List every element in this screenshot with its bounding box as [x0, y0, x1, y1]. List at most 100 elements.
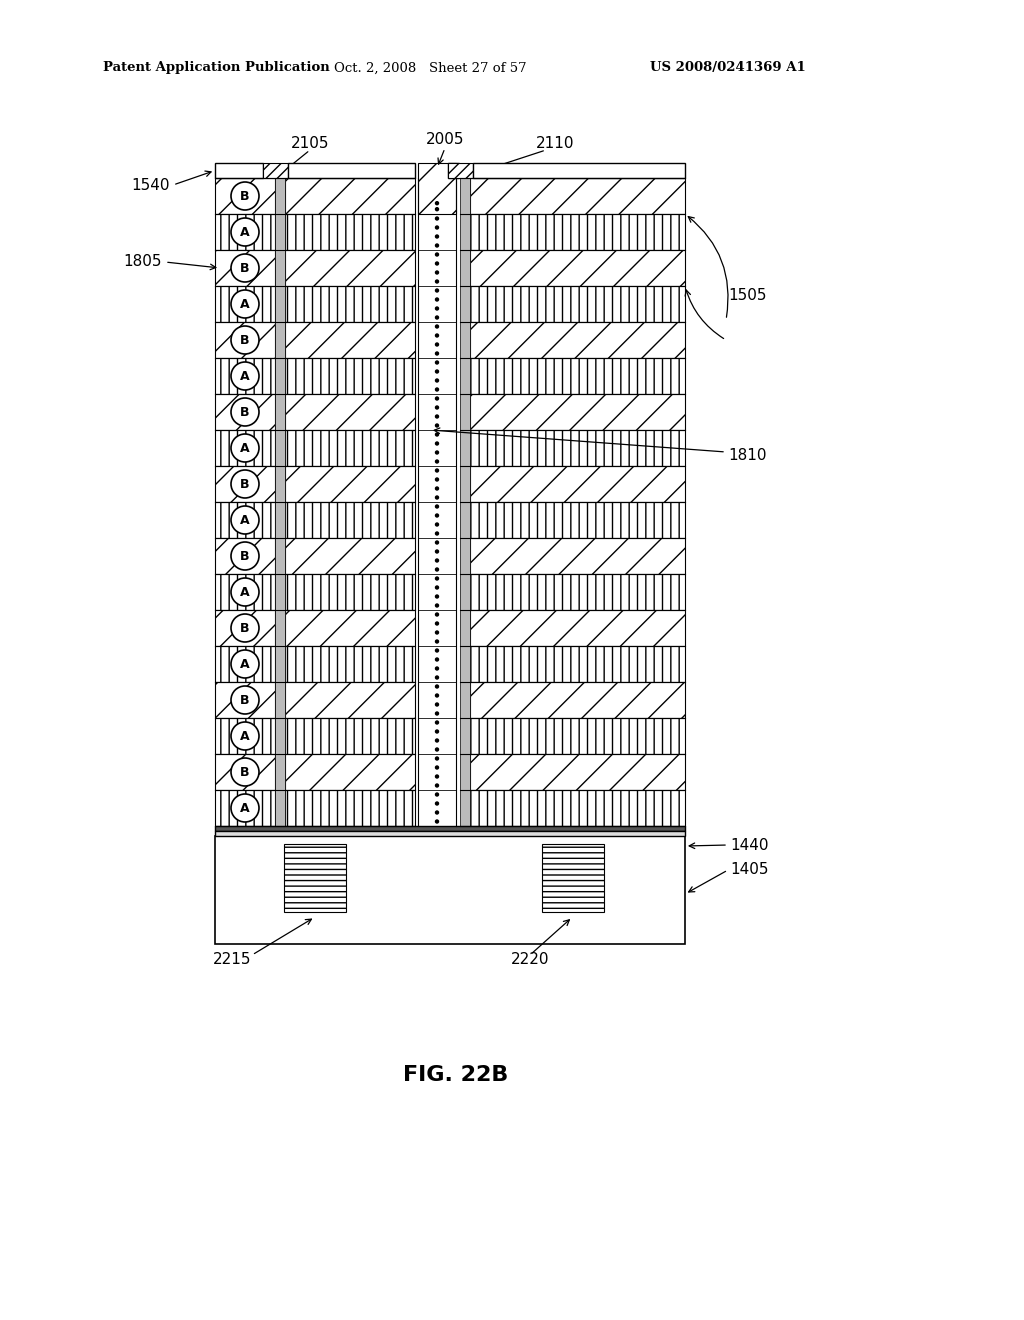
- Bar: [470, 214, 685, 249]
- Text: B: B: [241, 405, 250, 418]
- Bar: [275, 249, 285, 286]
- Bar: [470, 574, 685, 610]
- Circle shape: [435, 280, 439, 284]
- Bar: [275, 430, 285, 466]
- Circle shape: [435, 577, 439, 581]
- Bar: [460, 754, 470, 789]
- Bar: [285, 249, 415, 286]
- Circle shape: [435, 792, 439, 797]
- Bar: [460, 574, 470, 610]
- Text: A: A: [241, 801, 250, 814]
- Circle shape: [435, 630, 439, 635]
- Circle shape: [435, 469, 439, 473]
- Bar: [275, 754, 285, 789]
- Bar: [215, 214, 275, 249]
- Text: B: B: [241, 549, 250, 562]
- Text: B: B: [241, 478, 250, 491]
- Bar: [460, 178, 470, 214]
- Bar: [460, 718, 470, 754]
- Circle shape: [435, 315, 439, 319]
- Circle shape: [231, 758, 259, 785]
- Bar: [285, 214, 415, 249]
- Circle shape: [435, 639, 439, 644]
- Bar: [470, 178, 685, 214]
- Bar: [275, 574, 285, 610]
- Text: A: A: [241, 297, 250, 310]
- Bar: [285, 466, 415, 502]
- Circle shape: [435, 207, 439, 211]
- Circle shape: [435, 495, 439, 500]
- Circle shape: [435, 810, 439, 814]
- Bar: [460, 645, 470, 682]
- Circle shape: [435, 540, 439, 545]
- Bar: [460, 322, 470, 358]
- Bar: [418, 682, 456, 718]
- Circle shape: [231, 686, 259, 714]
- Circle shape: [435, 801, 439, 805]
- Bar: [470, 466, 685, 502]
- Circle shape: [435, 370, 439, 374]
- Bar: [418, 718, 456, 754]
- Bar: [285, 645, 415, 682]
- Text: 2220: 2220: [511, 953, 549, 968]
- Bar: [215, 502, 275, 539]
- Text: A: A: [241, 441, 250, 454]
- Text: 2005: 2005: [426, 132, 464, 148]
- Circle shape: [435, 693, 439, 698]
- Bar: [275, 502, 285, 539]
- Circle shape: [435, 622, 439, 626]
- Text: A: A: [241, 657, 250, 671]
- Bar: [215, 836, 685, 944]
- Bar: [275, 322, 285, 358]
- Bar: [470, 718, 685, 754]
- Bar: [285, 502, 415, 539]
- Circle shape: [435, 433, 439, 437]
- Circle shape: [231, 362, 259, 389]
- Circle shape: [435, 756, 439, 760]
- Text: 1810: 1810: [728, 447, 767, 462]
- Bar: [285, 286, 415, 322]
- Bar: [275, 393, 285, 430]
- Bar: [473, 162, 685, 178]
- Bar: [470, 754, 685, 789]
- Circle shape: [435, 325, 439, 329]
- Bar: [285, 718, 415, 754]
- Bar: [460, 682, 470, 718]
- Circle shape: [435, 702, 439, 706]
- Text: 2105: 2105: [291, 136, 330, 150]
- Text: B: B: [241, 622, 250, 635]
- Bar: [285, 682, 415, 718]
- Bar: [460, 214, 470, 249]
- Bar: [285, 178, 415, 214]
- Circle shape: [435, 775, 439, 779]
- Bar: [449, 162, 473, 178]
- Bar: [418, 249, 456, 286]
- Circle shape: [435, 612, 439, 616]
- Circle shape: [435, 226, 439, 230]
- Circle shape: [435, 603, 439, 607]
- Text: US 2008/0241369 A1: US 2008/0241369 A1: [650, 62, 806, 74]
- Text: B: B: [241, 261, 250, 275]
- Text: Patent Application Publication: Patent Application Publication: [103, 62, 330, 74]
- Bar: [215, 178, 275, 214]
- Bar: [215, 393, 275, 430]
- Circle shape: [435, 585, 439, 590]
- Circle shape: [435, 486, 439, 491]
- Bar: [460, 249, 470, 286]
- Bar: [460, 610, 470, 645]
- Circle shape: [435, 297, 439, 302]
- Circle shape: [231, 649, 259, 678]
- Bar: [470, 430, 685, 466]
- Circle shape: [231, 578, 259, 606]
- Bar: [285, 574, 415, 610]
- Circle shape: [435, 450, 439, 454]
- Circle shape: [231, 290, 259, 318]
- Circle shape: [435, 549, 439, 553]
- Circle shape: [231, 218, 259, 246]
- Circle shape: [435, 504, 439, 508]
- Circle shape: [435, 729, 439, 734]
- Circle shape: [435, 711, 439, 715]
- Bar: [215, 682, 275, 718]
- Circle shape: [435, 513, 439, 517]
- Circle shape: [231, 722, 259, 750]
